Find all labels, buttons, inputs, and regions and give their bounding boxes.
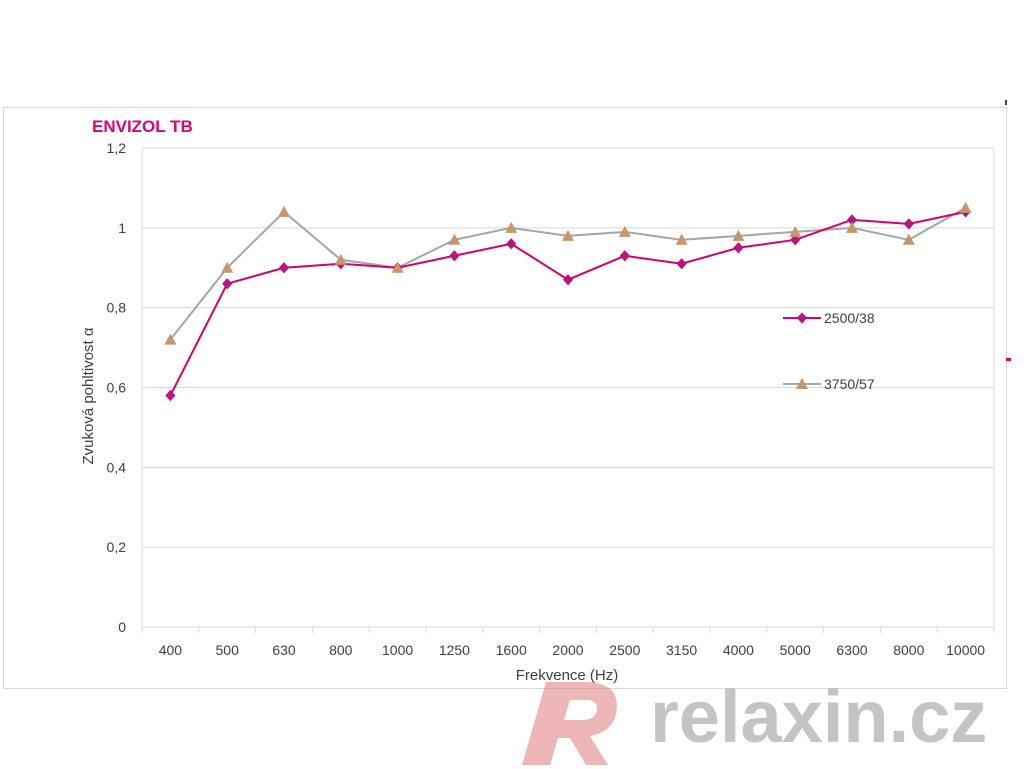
data-point xyxy=(846,221,858,233)
gridlines xyxy=(142,147,995,628)
watermark: relaxin.cz xyxy=(522,675,987,765)
data-point xyxy=(505,221,518,233)
x-tick-label: 10000 xyxy=(946,642,985,658)
data-point xyxy=(676,258,687,270)
data-point xyxy=(562,274,574,286)
legend-label: 2500/38 xyxy=(824,310,875,326)
data-point xyxy=(619,250,630,262)
y-tick-label: 1,2 xyxy=(107,140,127,156)
data-point xyxy=(959,201,972,213)
y-tick-labels: 0 0,2 0,4 0,6 0,8 1 1,2 xyxy=(107,140,127,635)
edge-mark-accent xyxy=(1006,358,1011,361)
x-tick-label: 8000 xyxy=(893,642,924,658)
data-point xyxy=(164,333,177,345)
x-tick-label: 4000 xyxy=(723,642,754,658)
data-point xyxy=(733,242,744,254)
x-tick-label: 2500 xyxy=(609,642,640,658)
x-tick-label: 2000 xyxy=(552,642,583,658)
data-point xyxy=(278,205,290,217)
relaxin-logo-icon xyxy=(522,682,617,765)
data-point xyxy=(618,225,631,237)
data-point xyxy=(165,389,176,402)
legend-label: 3750/57 xyxy=(824,376,875,392)
x-tick-label: 1250 xyxy=(439,642,470,658)
chart-frame: ENVIZOL TB 0 0,2 0,4 0,6 0,8 1 1,2 400 500 630 80… xyxy=(3,107,1007,689)
y-tick-label: 1 xyxy=(118,220,126,236)
y-tick-label: 0,2 xyxy=(107,539,127,555)
series-markers xyxy=(164,201,972,402)
x-axis-title: Frekvence (Hz) xyxy=(516,667,619,684)
data-point xyxy=(448,233,461,245)
x-tick-label: 6300 xyxy=(836,642,867,658)
x-tick-label: 800 xyxy=(329,642,353,658)
data-point xyxy=(334,253,347,265)
x-tick-label: 1600 xyxy=(496,642,527,658)
data-point xyxy=(789,225,802,237)
data-point xyxy=(506,238,517,250)
data-point xyxy=(902,233,915,245)
y-tick-label: 0,6 xyxy=(107,380,127,396)
data-point xyxy=(221,261,234,273)
data-point xyxy=(903,218,914,230)
y-axis-title: Zvuková pohltivost α xyxy=(80,327,97,464)
y-tick-label: 0 xyxy=(118,619,126,635)
data-point xyxy=(391,261,404,273)
x-tick-label: 5000 xyxy=(780,642,811,658)
data-point xyxy=(222,278,233,290)
x-tick-label: 400 xyxy=(159,642,183,658)
legend-marker xyxy=(796,378,808,389)
x-tick-label: 3150 xyxy=(666,642,697,658)
data-point xyxy=(449,250,460,262)
y-tick-label: 0,4 xyxy=(107,459,127,475)
data-point xyxy=(278,262,290,274)
data-point xyxy=(562,229,574,241)
x-tick-label: 630 xyxy=(272,642,296,658)
x-tick-label: 1000 xyxy=(382,642,413,658)
axes xyxy=(141,148,995,633)
edge-mark xyxy=(1005,100,1007,105)
chart-svg: ENVIZOL TB 0 0,2 0,4 0,6 0,8 1 1,2 400 500 630 80… xyxy=(80,117,995,684)
data-point xyxy=(732,229,745,241)
legend-marker xyxy=(796,312,808,324)
chart-title: ENVIZOL TB xyxy=(92,117,193,136)
data-point xyxy=(675,233,688,245)
x-tick-labels: 400 500 630 800 1000 1250 1600 2000 2500 3150 4000… xyxy=(159,642,986,658)
watermark-text: relaxin.cz xyxy=(650,675,987,758)
x-tick-label: 500 xyxy=(216,642,240,658)
y-tick-label: 0,8 xyxy=(107,300,127,316)
data-point xyxy=(790,234,801,246)
legend: 2500/38 3750/57 xyxy=(783,310,875,392)
